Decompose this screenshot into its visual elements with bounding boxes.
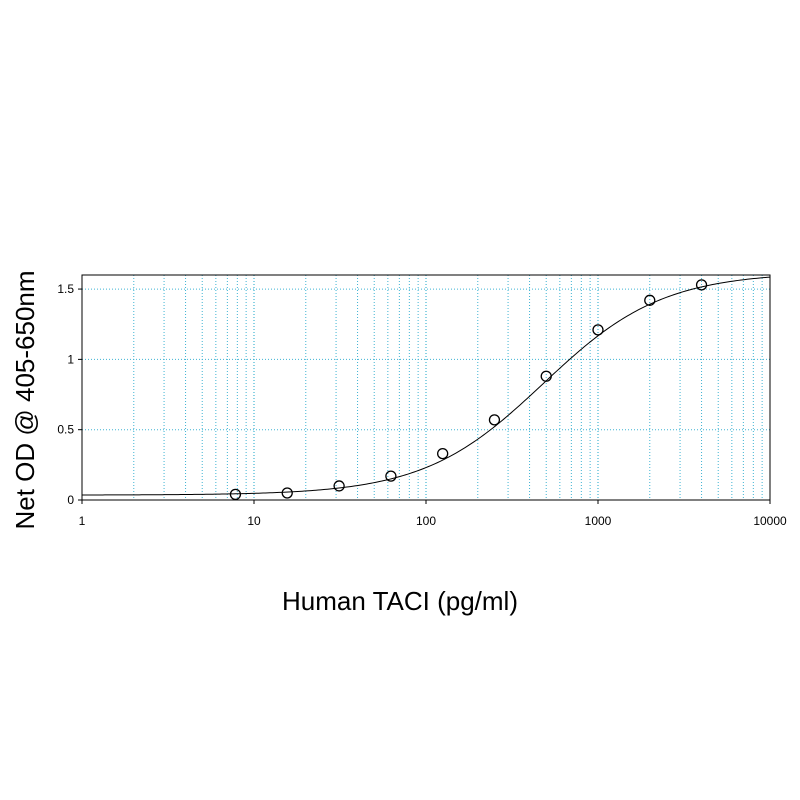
data-point: [437, 447, 449, 460]
y-tick-label: 0.5: [57, 423, 74, 437]
data-point: [488, 414, 501, 426]
plot-background: [82, 275, 770, 500]
x-axis-ticks: 1 10 100 1000 10000: [79, 500, 787, 528]
data-point: [592, 324, 604, 336]
fit-curve: [82, 276, 771, 496]
x-tick-label: 10000: [753, 514, 787, 528]
data-point: [229, 488, 242, 501]
y-tick-label: 1.5: [57, 282, 74, 296]
x-tick-label: 10: [247, 514, 261, 528]
x-tick-label: 1: [79, 514, 86, 528]
data-point: [385, 470, 397, 482]
y-tick-label: 0: [67, 493, 74, 507]
y-axis-ticks: 0 0.5 1 1.5: [57, 282, 82, 507]
data-points: [229, 279, 708, 501]
x-tick-label: 1000: [585, 514, 612, 528]
grid-lines: [82, 275, 770, 500]
data-point: [540, 370, 552, 382]
data-point: [333, 480, 345, 492]
y-axis-title: Net OD @ 405-650nm: [10, 270, 40, 529]
data-point: [644, 294, 656, 306]
x-tick-label: 100: [416, 514, 436, 528]
y-tick-label: 1: [67, 352, 74, 366]
data-point: [281, 487, 293, 499]
data-point: [695, 279, 708, 291]
x-axis-title: Human TACI (pg/ml): [282, 586, 518, 616]
fit-curve-group: [82, 276, 771, 496]
